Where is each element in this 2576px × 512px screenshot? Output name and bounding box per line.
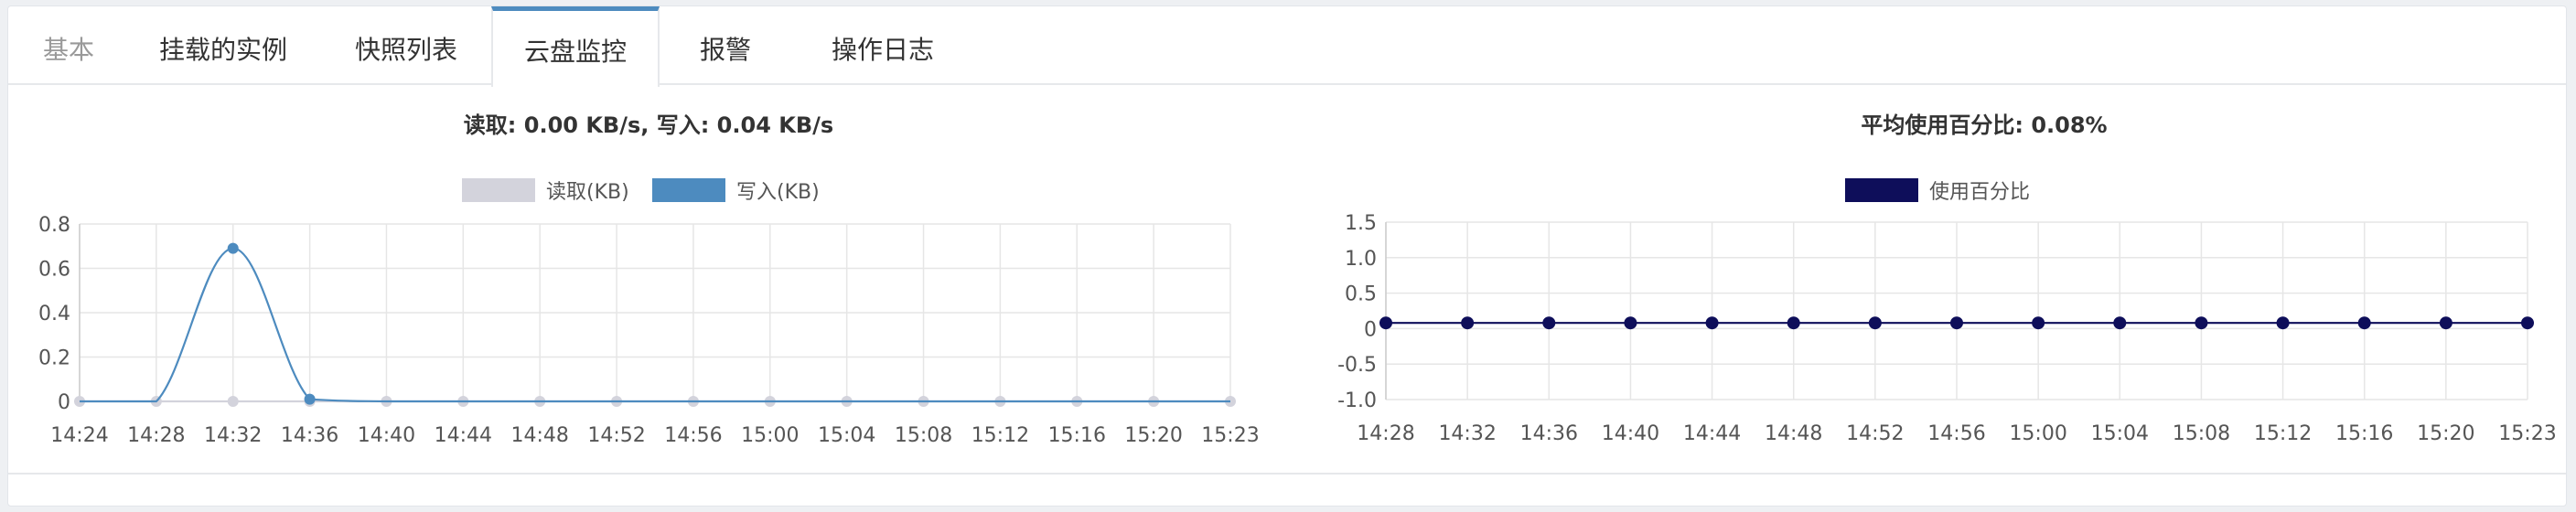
y-tick-label: 0.8 [38, 214, 70, 237]
x-tick-label: 14:40 [358, 424, 415, 447]
series-point [1950, 316, 1963, 330]
series-line-2 [79, 247, 1230, 403]
legend-label: 使用百分比 [1929, 181, 2030, 204]
y-tick-label: 0.6 [38, 259, 70, 282]
legend-label: 写入(KB) [736, 181, 820, 204]
y-tick-label: 0 [58, 391, 70, 414]
x-tick-label: 14:56 [664, 424, 722, 447]
series-point [2357, 316, 2371, 330]
x-tick-label: 14:48 [510, 424, 568, 447]
x-tick-label: 14:48 [1765, 422, 1822, 445]
tab-attached-instances[interactable]: 挂载的实例 [158, 35, 287, 65]
tab-bar: 基本 挂载的实例 快照列表 云盘监控 报警 操作日志 [8, 6, 2566, 87]
chart-title: 平均使用百分比: 0.08% [1861, 112, 2107, 138]
chart-grid [1385, 221, 2528, 400]
y-tick-label: -0.5 [1337, 354, 1377, 377]
series-point [227, 396, 239, 407]
legend-swatch [1845, 178, 1918, 202]
x-tick-label: 14:32 [204, 424, 262, 447]
series-point [304, 393, 316, 405]
x-tick-label: 15:12 [2254, 422, 2312, 445]
tab-alarms[interactable]: 报警 [699, 35, 751, 65]
x-tick-label: 14:44 [1683, 422, 1741, 445]
io-chart: 读取: 0.00 KB/s, 写入: 0.04 KB/s 读取(KB) 写入(KB)… [38, 112, 1260, 447]
x-tick-label: 14:44 [435, 424, 492, 447]
series-point [2439, 316, 2453, 330]
x-tick-label: 15:12 [971, 424, 1029, 447]
legend-label: 读取(KB) [546, 181, 629, 204]
x-tick-label: 15:08 [895, 424, 952, 447]
x-tick-label: 15:20 [2417, 422, 2474, 445]
series-point [1868, 316, 1882, 330]
x-tick-label: 15:20 [1124, 424, 1182, 447]
x-tick-label: 15:04 [2091, 422, 2149, 445]
usage-chart: 平均使用百分比: 0.08% 使用百分比 1.5 1.0 0.5 0 -0.5 -1.0 14:… [1337, 112, 2557, 445]
tab-operation-logs[interactable]: 操作日志 [831, 35, 934, 65]
series-point [2113, 316, 2127, 330]
chart-legend: 读取(KB) 写入(KB) [462, 178, 820, 204]
x-tick-label: 14:52 [587, 424, 645, 447]
series-point [1705, 316, 1719, 330]
tab-disk-monitoring[interactable]: 云盘监控 [491, 6, 660, 87]
y-tick-label: 0 [1364, 318, 1377, 341]
x-tick-label: 15:16 [1048, 424, 1106, 447]
series-point [227, 242, 239, 254]
series-point [1787, 316, 1800, 330]
x-tick-label: 14:36 [281, 424, 338, 447]
x-tick-label: 15:04 [818, 424, 875, 447]
series-point [2276, 316, 2290, 330]
x-tick-label: 14:36 [1520, 422, 1578, 445]
chart-legend: 使用百分比 [1845, 178, 2030, 204]
x-tick-label: 15:23 [1201, 424, 1259, 447]
x-tick-label: 14:40 [1602, 422, 1659, 445]
chart-title: 读取: 0.00 KB/s, 写入: 0.04 KB/s [464, 112, 833, 138]
x-tick-label: 15:00 [2009, 422, 2066, 445]
x-tick-label: 14:32 [1438, 422, 1496, 445]
x-tick-label: 14:28 [1357, 422, 1414, 445]
y-tick-label: 1.5 [1345, 212, 1377, 235]
x-tick-label: 15:08 [2173, 422, 2230, 445]
legend-swatch [652, 178, 725, 202]
disk-detail-panel: 基本 挂载的实例 快照列表 云盘监控 报警 操作日志 读取: 0.00 KB/s… [7, 5, 2567, 507]
x-tick-label: 14:52 [1846, 422, 1904, 445]
x-tick-label: 15:16 [2335, 422, 2393, 445]
y-tick-label: 0.2 [38, 347, 70, 370]
series-point [2521, 316, 2534, 330]
x-tick-label: 15:23 [2498, 422, 2556, 445]
series-point [1461, 316, 1475, 330]
chart-grid [79, 223, 1231, 402]
x-tick-label: 15:00 [741, 424, 799, 447]
y-tick-label: 1.0 [1345, 248, 1377, 271]
series-point [2195, 316, 2208, 330]
panel-footer-divider [8, 473, 2566, 475]
tab-snapshot-list[interactable]: 快照列表 [354, 35, 457, 65]
x-tick-label: 14:28 [127, 424, 185, 447]
legend-swatch [462, 178, 535, 202]
y-tick-label: 0.4 [38, 303, 70, 325]
y-tick-label: 0.5 [1345, 283, 1377, 306]
x-tick-label: 14:56 [1927, 422, 1985, 445]
series-point [1379, 316, 1392, 330]
series-point [1542, 316, 1556, 330]
series-point [1624, 316, 1637, 330]
x-tick-label: 14:24 [50, 424, 108, 447]
series-point [2032, 316, 2045, 330]
tab-basic[interactable]: 基本 [42, 35, 94, 65]
y-tick-label: -1.0 [1337, 389, 1377, 412]
